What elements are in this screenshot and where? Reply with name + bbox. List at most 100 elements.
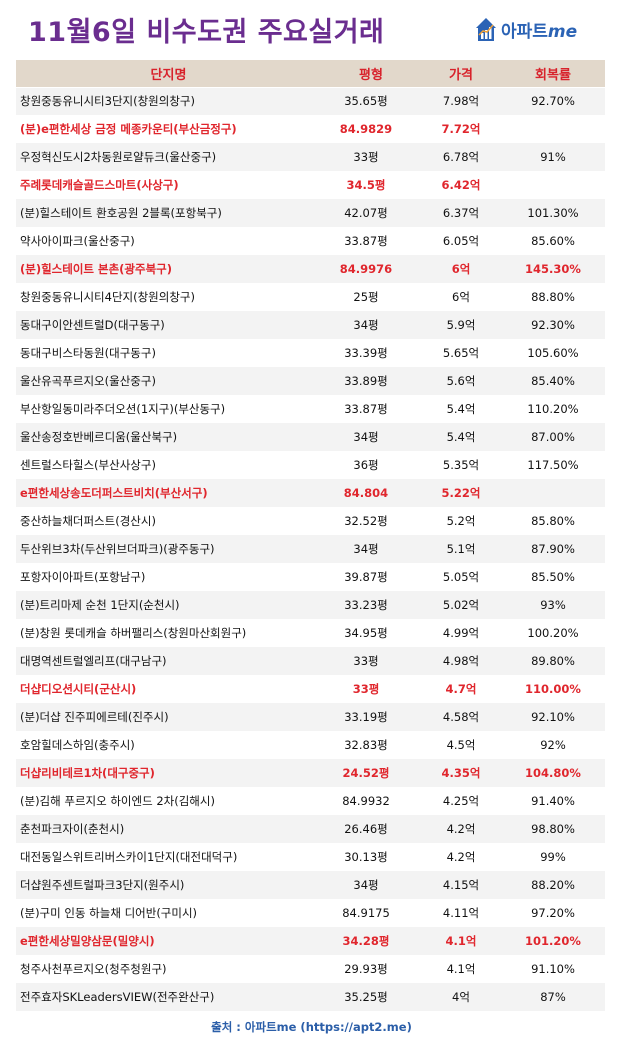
cell-name: 대전동일스위트리버스카이1단지(대전대덕구) <box>16 843 321 871</box>
cell-rate: 85.40% <box>501 367 605 395</box>
cell-area: 84.9829 <box>321 115 421 143</box>
table-row: 대전동일스위트리버스카이1단지(대전대덕구) 30.13평 4.2억 99% <box>16 843 605 871</box>
table-row: 더샵원주센트럴파크3단지(원주시) 34평 4.15억 88.20% <box>16 871 605 899</box>
cell-name: 약사아이파크(울산중구) <box>16 227 321 255</box>
cell-area: 35.65평 <box>321 87 421 115</box>
cell-area: 26.46평 <box>321 815 421 843</box>
cell-name: 창원중동유니시티3단지(창원의창구) <box>16 87 321 115</box>
cell-name: 부산항일동미라주더오션(1지구)(부산동구) <box>16 395 321 423</box>
table-row: 춘천파크자이(춘천시) 26.46평 4.2억 98.80% <box>16 815 605 843</box>
cell-price: 4.35억 <box>421 759 501 787</box>
cell-area: 33.87평 <box>321 395 421 423</box>
table-row: 두산위브3차(두산위브더파크)(광주동구) 34평 5.1억 87.90% <box>16 535 605 563</box>
column-header-area: 평형 <box>321 60 421 88</box>
cell-name: (분)창원 롯데캐슬 하버팰리스(창원마산회원구) <box>16 619 321 647</box>
table-row: (분)e편한세상 금정 메종카운티(부산금정구) 84.9829 7.72억 <box>16 115 605 143</box>
cell-area: 33평 <box>321 647 421 675</box>
cell-price: 6.42억 <box>421 171 501 199</box>
cell-area: 34평 <box>321 535 421 563</box>
cell-price: 5.35억 <box>421 451 501 479</box>
cell-price: 4.2억 <box>421 843 501 871</box>
cell-rate: 110.20% <box>501 395 605 423</box>
cell-name: (분)힐스테이트 본촌(광주북구) <box>16 255 321 283</box>
cell-name: 울산유곡푸르지오(울산중구) <box>16 367 321 395</box>
table-row: (분)더샵 진주피에르테(진주시) 33.19평 4.58억 92.10% <box>16 703 605 731</box>
cell-price: 5.9억 <box>421 311 501 339</box>
transactions-table-wrap: 단지명 평형 가격 회복률 창원중동유니시티3단지(창원의창구) 35.65평 7.… <box>16 60 605 1011</box>
cell-rate: 87% <box>501 983 605 1011</box>
cell-area: 34.5평 <box>321 171 421 199</box>
table-row: (분)힐스테이트 본촌(광주북구) 84.9976 6억 145.30% <box>16 255 605 283</box>
cell-rate: 101.20% <box>501 927 605 955</box>
cell-name: 동대구이안센트럴D(대구동구) <box>16 311 321 339</box>
cell-rate: 85.80% <box>501 507 605 535</box>
table-row: 포항자이아파트(포항남구) 39.87평 5.05억 85.50% <box>16 563 605 591</box>
transactions-table: 단지명 평형 가격 회복률 창원중동유니시티3단지(창원의창구) 35.65평 7.… <box>16 60 605 1011</box>
cell-rate: 145.30% <box>501 255 605 283</box>
cell-area: 39.87평 <box>321 563 421 591</box>
cell-name: (분)더샵 진주피에르테(진주시) <box>16 703 321 731</box>
cell-area: 35.25평 <box>321 983 421 1011</box>
table-row: 더샵리비테르1차(대구중구) 24.52평 4.35억 104.80% <box>16 759 605 787</box>
cell-area: 33.87평 <box>321 227 421 255</box>
cell-area: 84.9976 <box>321 255 421 283</box>
logo-text: 아파트me <box>501 21 578 42</box>
cell-rate: 88.80% <box>501 283 605 311</box>
cell-price: 4.2억 <box>421 815 501 843</box>
cell-name: 전주효자SKLeadersVIEW(전주완산구) <box>16 983 321 1011</box>
cell-price: 5.4억 <box>421 395 501 423</box>
cell-rate: 91% <box>501 143 605 171</box>
table-row: 우정혁신도시2차동원로얄듀크(울산중구) 33평 6.78억 91% <box>16 143 605 171</box>
cell-name: 더샵디오션시티(군산시) <box>16 675 321 703</box>
table-row: 울산유곡푸르지오(울산중구) 33.89평 5.6억 85.40% <box>16 367 605 395</box>
cell-area: 33평 <box>321 675 421 703</box>
cell-price: 6억 <box>421 283 501 311</box>
table-row: e편한세상송도더퍼스트비치(부산서구) 84.804 5.22억 <box>16 479 605 507</box>
cell-name: 중산하늘채더퍼스트(경산시) <box>16 507 321 535</box>
cell-name: (분)구미 인동 하늘채 디어반(구미시) <box>16 899 321 927</box>
cell-rate: 89.80% <box>501 647 605 675</box>
cell-rate: 92.30% <box>501 311 605 339</box>
cell-rate: 87.90% <box>501 535 605 563</box>
cell-name: 더샵원주센트럴파크3단지(원주시) <box>16 871 321 899</box>
cell-rate: 99% <box>501 843 605 871</box>
cell-rate: 117.50% <box>501 451 605 479</box>
table-row: 더샵디오션시티(군산시) 33평 4.7억 110.00% <box>16 675 605 703</box>
cell-area: 84.9932 <box>321 787 421 815</box>
cell-price: 4.7억 <box>421 675 501 703</box>
cell-rate: 104.80% <box>501 759 605 787</box>
table-header-row: 단지명 평형 가격 회복률 <box>16 60 605 88</box>
cell-area: 24.52평 <box>321 759 421 787</box>
cell-name: 창원중동유니시티4단지(창원의창구) <box>16 283 321 311</box>
cell-rate: 105.60% <box>501 339 605 367</box>
table-row: 창원중동유니시티3단지(창원의창구) 35.65평 7.98억 92.70% <box>16 87 605 115</box>
cell-price: 5.2억 <box>421 507 501 535</box>
cell-rate: 97.20% <box>501 899 605 927</box>
table-row: 호암힐데스하임(충주시) 32.83평 4.5억 92% <box>16 731 605 759</box>
cell-area: 34.28평 <box>321 927 421 955</box>
cell-name: 대명역센트럴엘리프(대구남구) <box>16 647 321 675</box>
table-row: 대명역센트럴엘리프(대구남구) 33평 4.98억 89.80% <box>16 647 605 675</box>
cell-name: e편한세상밀양삼문(밀양시) <box>16 927 321 955</box>
cell-rate: 98.80% <box>501 815 605 843</box>
table-row: 청주사천푸르지오(청주청원구) 29.93평 4.1억 91.10% <box>16 955 605 983</box>
cell-rate: 100.20% <box>501 619 605 647</box>
cell-price: 7.72억 <box>421 115 501 143</box>
cell-price: 4.58억 <box>421 703 501 731</box>
cell-area: 34평 <box>321 311 421 339</box>
table-row: 주례롯데캐슬골드스마트(사상구) 34.5평 6.42억 <box>16 171 605 199</box>
cell-rate: 91.40% <box>501 787 605 815</box>
cell-name: e편한세상송도더퍼스트비치(부산서구) <box>16 479 321 507</box>
table-row: 부산항일동미라주더오션(1지구)(부산동구) 33.87평 5.4억 110.20% <box>16 395 605 423</box>
cell-name: (분)김해 푸르지오 하이엔드 2차(김해시) <box>16 787 321 815</box>
cell-rate: 85.60% <box>501 227 605 255</box>
cell-area: 84.804 <box>321 479 421 507</box>
cell-area: 33.19평 <box>321 703 421 731</box>
cell-name: 포항자이아파트(포항남구) <box>16 563 321 591</box>
cell-rate <box>501 171 605 199</box>
cell-rate: 87.00% <box>501 423 605 451</box>
page-header: 11월6일 비수도권 주요실거래 아파트me <box>0 0 623 58</box>
table-row: 전주효자SKLeadersVIEW(전주완산구) 35.25평 4억 87% <box>16 983 605 1011</box>
table-body: 창원중동유니시티3단지(창원의창구) 35.65평 7.98억 92.70% (분)e편… <box>16 87 605 1011</box>
cell-price: 7.98억 <box>421 87 501 115</box>
